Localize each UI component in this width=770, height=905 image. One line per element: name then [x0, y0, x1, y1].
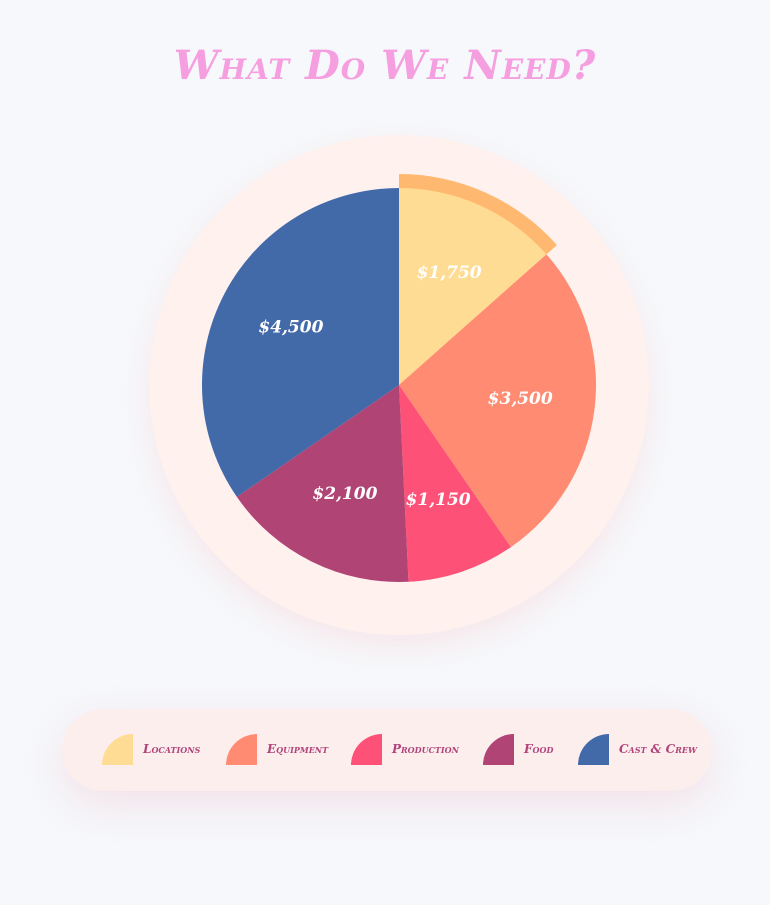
- slice-label-locations: $1,750: [417, 263, 482, 283]
- slice-label-production: $1,150: [406, 490, 471, 510]
- legend: Locations Equipment Production Food Cast…: [62, 709, 712, 791]
- legend-label: Locations: [143, 742, 201, 756]
- legend-swatch: [351, 733, 382, 765]
- pie-slice-locations[interactable]: [399, 188, 547, 385]
- pie-slice-food[interactable]: [236, 385, 409, 583]
- legend-swatch: [483, 733, 514, 765]
- legend-item-production[interactable]: Production: [351, 733, 459, 765]
- pie-slices: [201, 174, 597, 583]
- chart-title: What Do We Need?: [173, 42, 597, 89]
- pie-slice-production[interactable]: [399, 385, 511, 582]
- legend-item-equipment[interactable]: Equipment: [226, 733, 328, 765]
- legend-item-locations[interactable]: Locations: [102, 733, 200, 765]
- legend-label: Food: [524, 742, 554, 756]
- pie-slice-cast-and-crew[interactable]: [201, 188, 399, 497]
- slice-label-equipment: $3,500: [488, 389, 553, 409]
- legend-swatch: [102, 733, 133, 765]
- pie-slice-equipment[interactable]: [399, 254, 597, 548]
- legend-swatch: [578, 733, 609, 765]
- legend-label: Production: [392, 742, 459, 756]
- slice-label-food: $2,100: [312, 484, 377, 504]
- legend-label: Cast & Crew: [619, 742, 697, 756]
- legend-label: Equipment: [267, 742, 329, 756]
- legend-item-food[interactable]: Food: [483, 733, 553, 765]
- legend-item-cast-crew[interactable]: Cast & Crew: [578, 733, 697, 765]
- legend-swatch: [226, 733, 257, 765]
- pie-labels: $1,750 $3,500 $1,150 $2,100 $4,500: [258, 263, 553, 510]
- slice-label-cast-and-crew: $4,500: [258, 318, 323, 338]
